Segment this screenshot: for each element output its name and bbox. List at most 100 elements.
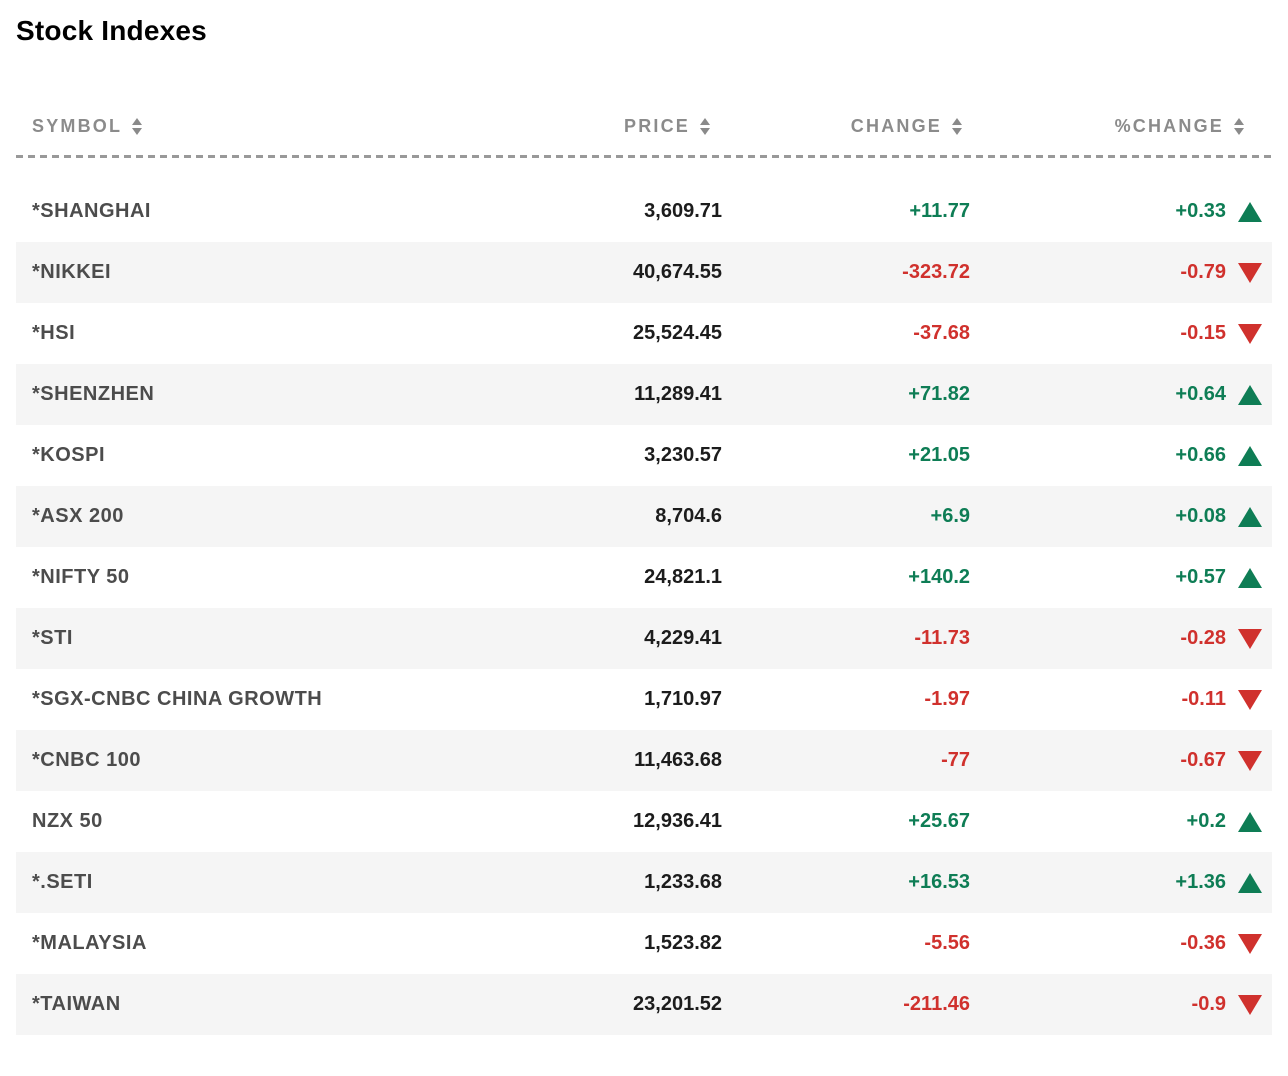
pct-change-value: -0.36 <box>1180 932 1226 954</box>
sort-down-icon <box>1234 127 1244 135</box>
table-row: *.SETI 1,233.68 +16.53 +1.36 <box>16 852 1272 913</box>
symbol-label: *ASX 200 <box>32 505 124 527</box>
symbol-cell[interactable]: *NIFTY 50 <box>32 566 482 589</box>
table-row: *SGX-CNBC CHINA GROWTH 1,710.97 -1.97 -0… <box>16 669 1272 730</box>
change-cell: +16.53 <box>908 871 970 893</box>
change-cell: +11.77 <box>909 200 970 222</box>
arrow-down-icon <box>1238 750 1262 771</box>
sort-icon <box>700 117 710 135</box>
table-row: *KOSPI 3,230.57 +21.05 +0.66 <box>16 425 1272 486</box>
pct-change-value: +0.64 <box>1175 383 1226 405</box>
symbol-label: *TAIWAN <box>32 993 121 1015</box>
table-row: *HSI 25,524.45 -37.68 -0.15 <box>16 303 1272 364</box>
change-cell: -5.56 <box>924 932 970 954</box>
arrow-down-icon <box>1238 628 1262 649</box>
pct-change-cell: -0.11 <box>970 688 1262 711</box>
table-row: *ASX 200 8,704.6 +6.9 +0.08 <box>16 486 1272 547</box>
arrow-down-icon <box>1238 262 1262 283</box>
pct-change-value: +0.08 <box>1175 505 1226 527</box>
symbol-cell[interactable]: *KOSPI <box>32 444 482 467</box>
change-cell: -37.68 <box>913 322 970 344</box>
page-title: Stock Indexes <box>16 15 207 46</box>
pct-change-value: -0.79 <box>1180 261 1226 283</box>
table-row: *STI 4,229.41 -11.73 -0.28 <box>16 608 1272 669</box>
change-cell: -1.97 <box>924 688 970 710</box>
column-header-change[interactable]: CHANGE <box>722 116 970 137</box>
arrow-up-icon <box>1238 384 1262 405</box>
price-cell: 4,229.41 <box>644 627 722 649</box>
price-cell: 23,201.52 <box>633 993 722 1015</box>
symbol-cell[interactable]: *SHANGHAI <box>32 200 482 223</box>
pct-change-cell: -0.67 <box>970 749 1262 772</box>
price-cell: 1,710.97 <box>644 688 722 710</box>
table-body: *SHANGHAI 3,609.71 +11.77 +0.33 *NIKKEI … <box>16 158 1272 1035</box>
table-row: *CNBC 100 11,463.68 -77 -0.67 <box>16 730 1272 791</box>
arrow-down-icon <box>1238 933 1262 954</box>
pct-change-value: +0.57 <box>1175 566 1226 588</box>
symbol-cell[interactable]: *MALAYSIA <box>32 932 482 955</box>
price-cell: 1,523.82 <box>644 932 722 954</box>
price-cell: 40,674.55 <box>633 261 722 283</box>
pct-change-cell: +0.57 <box>970 566 1262 589</box>
price-cell: 8,704.6 <box>655 505 722 527</box>
symbol-cell[interactable]: *ASX 200 <box>32 505 482 528</box>
column-header-pct-change[interactable]: %CHANGE <box>970 116 1262 137</box>
symbol-label: *SGX-CNBC CHINA GROWTH <box>32 688 323 710</box>
symbol-label: *MALAYSIA <box>32 932 147 954</box>
sort-up-icon <box>952 117 962 125</box>
symbol-cell[interactable]: *.SETI <box>32 871 482 894</box>
column-header-price[interactable]: PRICE <box>482 116 722 137</box>
pct-change-value: -0.11 <box>1181 688 1226 710</box>
arrow-down-icon <box>1238 689 1262 710</box>
symbol-cell[interactable]: *TAIWAN <box>32 993 482 1016</box>
symbol-label: *NIFTY 50 <box>32 566 130 588</box>
arrow-up-icon <box>1238 201 1262 222</box>
pct-change-value: -0.67 <box>1180 749 1226 771</box>
price-cell: 3,609.71 <box>644 200 722 222</box>
change-cell: +21.05 <box>908 444 970 466</box>
table-row: *NIFTY 50 24,821.1 +140.2 +0.57 <box>16 547 1272 608</box>
change-cell: +6.9 <box>930 505 970 527</box>
column-header-label: %CHANGE <box>1114 115 1224 136</box>
arrow-down-icon <box>1238 323 1262 344</box>
symbol-cell[interactable]: *HSI <box>32 322 482 345</box>
sort-icon <box>952 117 962 135</box>
pct-change-cell: +0.08 <box>970 505 1262 528</box>
stock-indexes-widget: Stock Indexes SYMBOL PRICE CHANGE <box>0 12 1288 1076</box>
arrow-up-icon <box>1238 506 1262 527</box>
symbol-cell[interactable]: *STI <box>32 627 482 650</box>
column-header-symbol[interactable]: SYMBOL <box>32 116 482 137</box>
sort-icon <box>132 117 143 135</box>
symbol-cell[interactable]: NZX 50 <box>32 810 482 833</box>
pct-change-cell: +1.36 <box>970 871 1262 894</box>
symbol-label: *STI <box>32 627 73 649</box>
symbol-label: NZX 50 <box>32 810 103 832</box>
sort-up-icon <box>700 117 710 125</box>
change-cell: -11.73 <box>914 627 970 649</box>
pct-change-value: -0.15 <box>1180 322 1226 344</box>
symbol-label: *SHENZHEN <box>32 383 155 405</box>
symbol-cell[interactable]: *SHENZHEN <box>32 383 482 406</box>
pct-change-cell: +0.64 <box>970 383 1262 406</box>
symbol-cell[interactable]: *SGX-CNBC CHINA GROWTH <box>32 688 482 711</box>
price-cell: 25,524.45 <box>633 322 722 344</box>
sort-down-icon <box>132 127 143 135</box>
sort-up-icon <box>132 117 143 125</box>
table-row: *TAIWAN 23,201.52 -211.46 -0.9 <box>16 974 1272 1035</box>
table-row: *NIKKEI 40,674.55 -323.72 -0.79 <box>16 242 1272 303</box>
symbol-cell[interactable]: *CNBC 100 <box>32 749 482 772</box>
price-cell: 24,821.1 <box>644 566 722 588</box>
change-cell: +71.82 <box>908 383 970 405</box>
sort-down-icon <box>700 127 710 135</box>
sort-down-icon <box>952 127 962 135</box>
symbol-label: *HSI <box>32 322 76 344</box>
change-cell: +140.2 <box>908 566 970 588</box>
price-cell: 11,463.68 <box>634 749 722 771</box>
pct-change-value: +1.36 <box>1175 871 1226 893</box>
symbol-cell[interactable]: *NIKKEI <box>32 261 482 284</box>
table-row: *MALAYSIA 1,523.82 -5.56 -0.36 <box>16 913 1272 974</box>
change-cell: -211.46 <box>903 993 970 1015</box>
table-row: NZX 50 12,936.41 +25.67 +0.2 <box>16 791 1272 852</box>
symbol-label: *KOSPI <box>32 444 106 466</box>
symbol-label: *CNBC 100 <box>32 749 141 771</box>
